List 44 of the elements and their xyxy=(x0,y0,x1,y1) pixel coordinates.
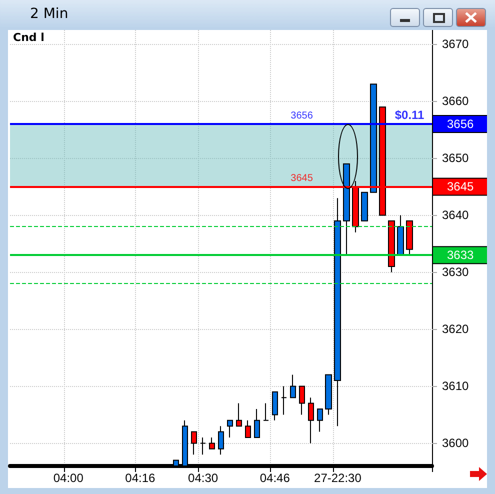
x-tick-label: 04:46 xyxy=(260,471,290,485)
chart-title: 2 Min xyxy=(30,6,68,22)
annotation: 3645 xyxy=(290,173,314,184)
candlestick xyxy=(218,426,224,456)
candlestick xyxy=(281,386,287,416)
candlestick xyxy=(299,386,305,416)
x-tick-label: 04:00 xyxy=(53,471,84,485)
y-tick-label: 3610 xyxy=(442,379,470,394)
candlestick xyxy=(308,397,314,444)
ref-line-label: 3645 xyxy=(447,180,474,194)
y-tick-label: 3670 xyxy=(442,37,470,52)
candlestick xyxy=(200,437,206,456)
candlestick xyxy=(272,391,278,421)
x-tick-label: 27-22:30 xyxy=(314,471,362,485)
candlestick xyxy=(397,214,404,256)
y-tick-label: 3660 xyxy=(442,94,470,108)
candlestick xyxy=(245,420,251,438)
x-tick-label: 04:30 xyxy=(188,471,218,485)
candlestick xyxy=(388,220,395,273)
x-tick-label: 04:16 xyxy=(125,471,156,485)
y-tick-label: 3630 xyxy=(442,265,470,280)
candlestick xyxy=(263,402,269,421)
candlestick xyxy=(227,420,233,438)
annotation: 3656 xyxy=(290,110,314,122)
y-tick-label: 3650 xyxy=(442,151,470,166)
ref-line-label: 3633 xyxy=(447,248,474,262)
candlestick xyxy=(317,408,323,432)
candlestick xyxy=(191,431,197,456)
candlestick xyxy=(370,84,377,193)
annotation: Cnd l xyxy=(13,31,44,44)
annotation: $0.11 xyxy=(394,108,425,122)
y-tick-label: 3640 xyxy=(442,208,470,222)
candlestick xyxy=(343,163,350,256)
candlestick xyxy=(254,408,260,438)
y-tick-label: 3620 xyxy=(442,322,470,336)
ref-line-label: 3656 xyxy=(447,117,474,132)
candlestick xyxy=(325,374,332,416)
candlestick xyxy=(361,192,368,222)
candlestick xyxy=(406,220,413,256)
candlestick xyxy=(290,374,296,398)
candlestick xyxy=(334,198,341,427)
y-tick-label: 3600 xyxy=(442,436,470,450)
candlestick xyxy=(236,402,242,427)
candlestick xyxy=(209,437,215,450)
